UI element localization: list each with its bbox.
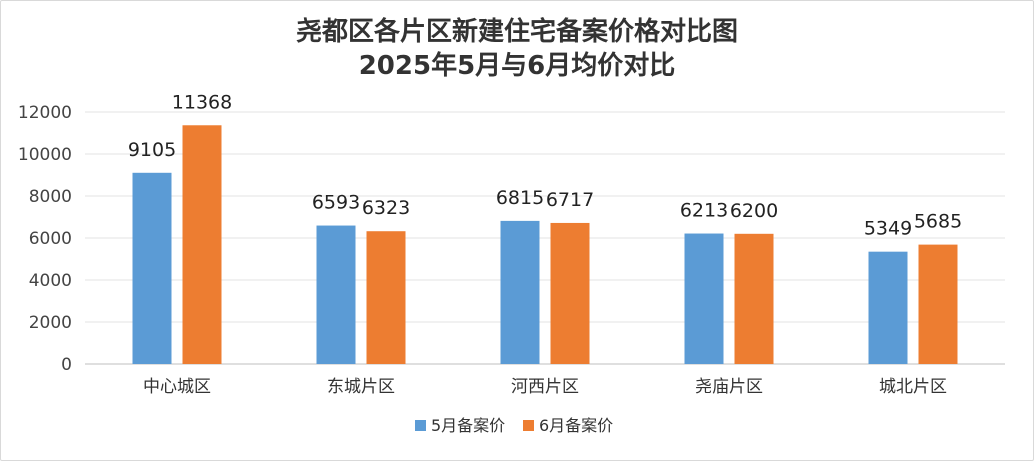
data-label: 11368	[172, 91, 232, 113]
bar	[918, 244, 958, 364]
bar	[132, 172, 172, 364]
bars	[132, 125, 958, 364]
data-labels: 9105 11368 6593 6323 6815 6717 6213 6200 5349 568…	[128, 91, 962, 239]
data-label: 6200	[730, 200, 778, 222]
x-tick-label: 河西片区	[511, 377, 579, 397]
y-tick-label: 8000	[29, 187, 72, 207]
legend-label: 5月备案价	[431, 416, 505, 435]
bar	[316, 225, 356, 364]
bar	[182, 125, 222, 364]
bar	[734, 233, 774, 364]
gridlines	[85, 111, 1005, 365]
x-tick-label: 尧庙片区	[695, 377, 763, 397]
data-label: 9105	[128, 139, 176, 161]
y-tick-label: 6000	[29, 229, 72, 249]
data-label: 6323	[362, 197, 410, 219]
bar	[366, 231, 406, 364]
y-tick-label: 2000	[29, 313, 72, 333]
y-tick-label: 0	[61, 355, 72, 375]
data-label: 6815	[496, 187, 544, 209]
legend-swatch	[523, 420, 534, 431]
chart-title: 尧都区各片区新建住宅备案价格对比图	[295, 17, 738, 47]
x-tick-label: 城北片区	[879, 377, 947, 397]
data-label: 6717	[546, 189, 594, 211]
bar	[550, 222, 590, 364]
data-label: 5349	[864, 218, 912, 240]
data-label: 6213	[680, 200, 728, 222]
bar	[684, 233, 724, 364]
y-tick-label: 10000	[18, 145, 72, 165]
legend: 5月备案价 6月备案价	[415, 416, 613, 435]
legend-swatch	[415, 420, 426, 431]
y-tick-label: 12000	[18, 103, 72, 123]
bar	[500, 220, 540, 364]
x-tick-label: 东城片区	[327, 377, 395, 397]
data-label: 5685	[914, 211, 962, 233]
chart-subtitle: 2025年5月与6月均价对比	[358, 51, 676, 81]
data-label: 6593	[312, 192, 360, 214]
bar	[868, 251, 908, 364]
legend-label: 6月备案价	[539, 416, 613, 435]
y-axis: 0 2000 4000 6000 8000 10000 12000	[18, 103, 72, 375]
x-tick-label: 中心城区	[143, 377, 211, 397]
y-tick-label: 4000	[29, 271, 72, 291]
x-axis: 中心城区 东城片区 河西片区 尧庙片区 城北片区	[143, 377, 947, 397]
